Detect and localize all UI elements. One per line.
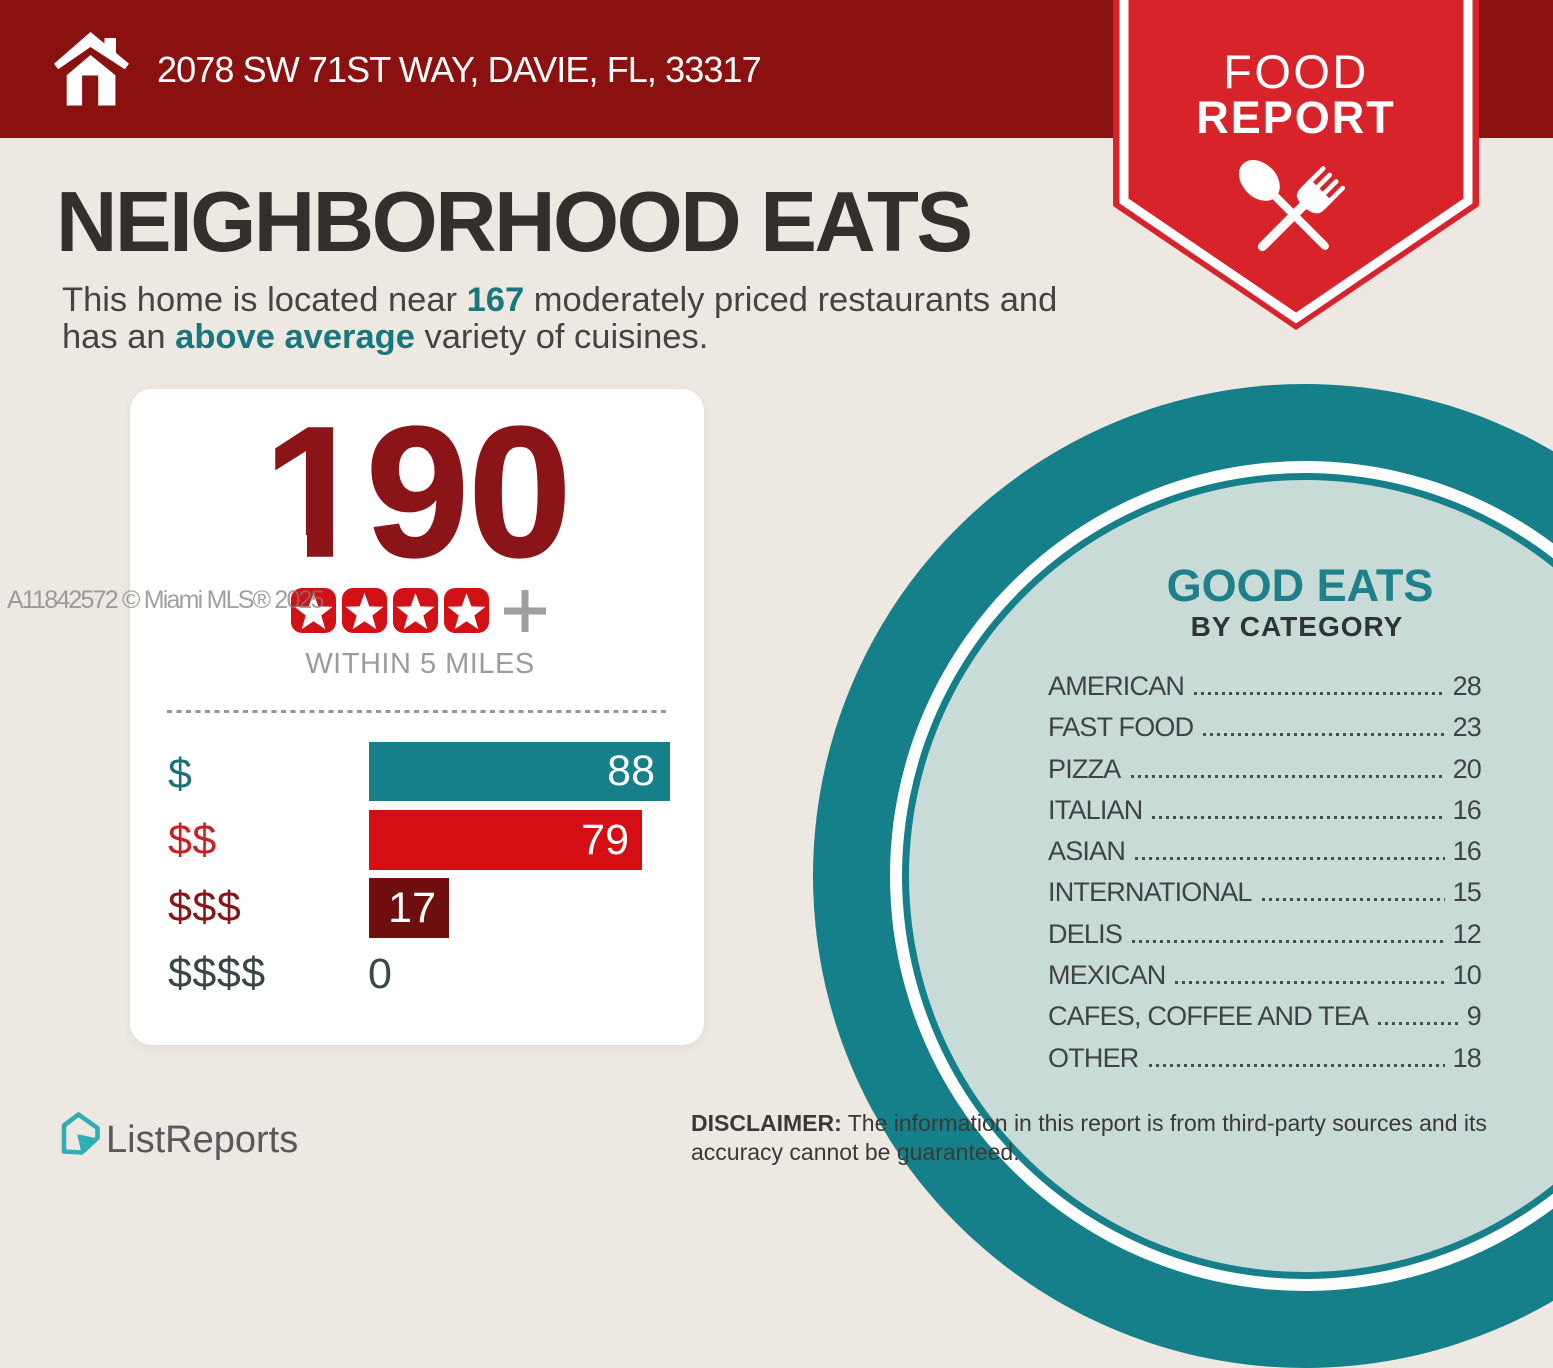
svg-text:REPORT: REPORT — [1196, 92, 1396, 143]
svg-text:FOOD: FOOD — [1223, 45, 1369, 98]
